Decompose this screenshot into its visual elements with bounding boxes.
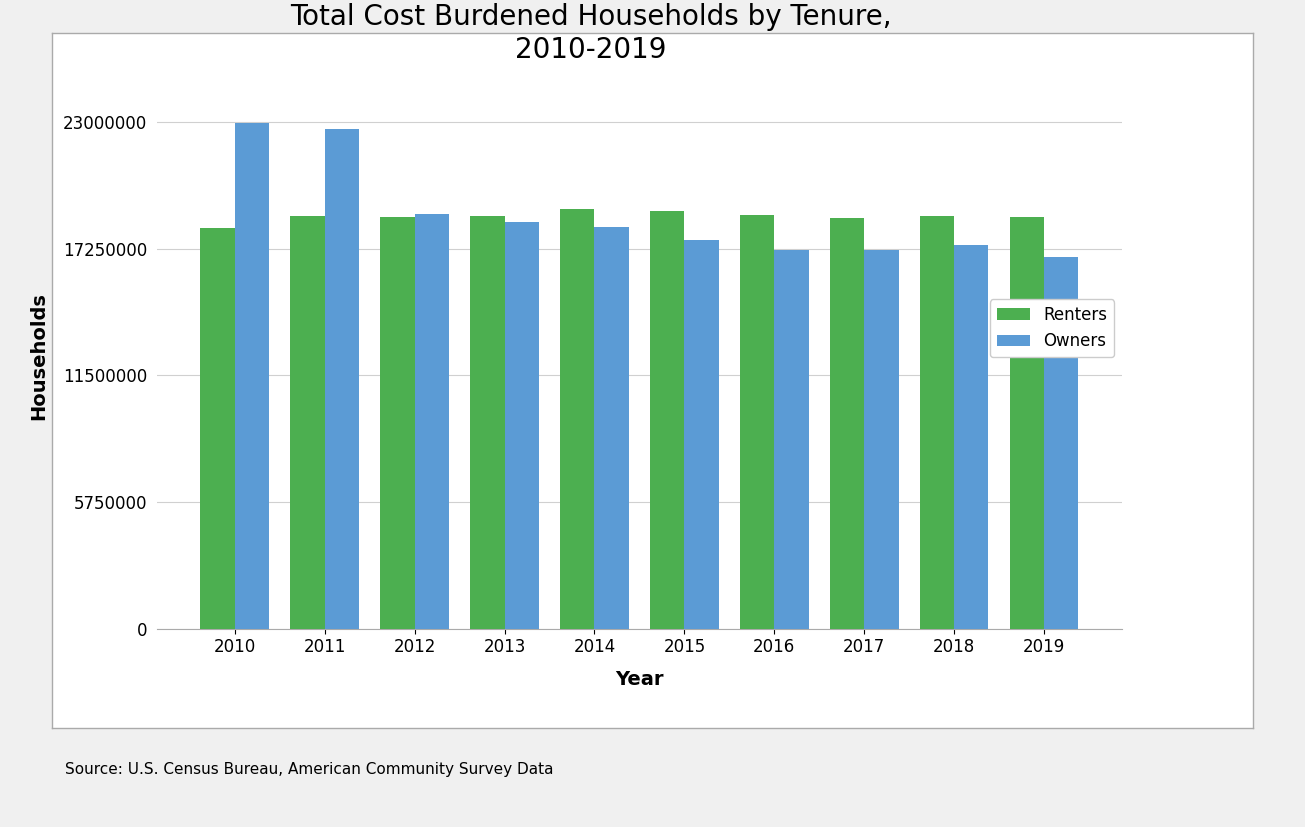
- Text: Source: U.S. Census Bureau, American Community Survey Data: Source: U.S. Census Bureau, American Com…: [65, 762, 553, 777]
- Bar: [595, 227, 629, 629]
- Legend: Renters, Owners: Renters, Owners: [990, 299, 1114, 357]
- Bar: [291, 216, 325, 629]
- Y-axis label: Households: Households: [30, 292, 48, 419]
- X-axis label: Year: Year: [615, 670, 664, 689]
- Bar: [954, 245, 988, 629]
- Bar: [740, 215, 774, 629]
- Bar: [235, 123, 269, 629]
- Bar: [1010, 217, 1044, 629]
- Bar: [415, 213, 449, 629]
- Bar: [864, 250, 899, 629]
- Bar: [650, 212, 684, 629]
- Bar: [560, 209, 595, 629]
- Bar: [1044, 256, 1078, 629]
- Bar: [325, 129, 359, 629]
- Bar: [830, 218, 864, 629]
- Bar: [201, 228, 235, 629]
- Bar: [470, 216, 505, 629]
- Title: Total Cost Burdened Households by Tenure,
2010-2019: Total Cost Burdened Households by Tenure…: [290, 3, 893, 64]
- Bar: [920, 216, 954, 629]
- Bar: [774, 250, 809, 629]
- Bar: [380, 217, 415, 629]
- Bar: [505, 222, 539, 629]
- Bar: [684, 240, 719, 629]
